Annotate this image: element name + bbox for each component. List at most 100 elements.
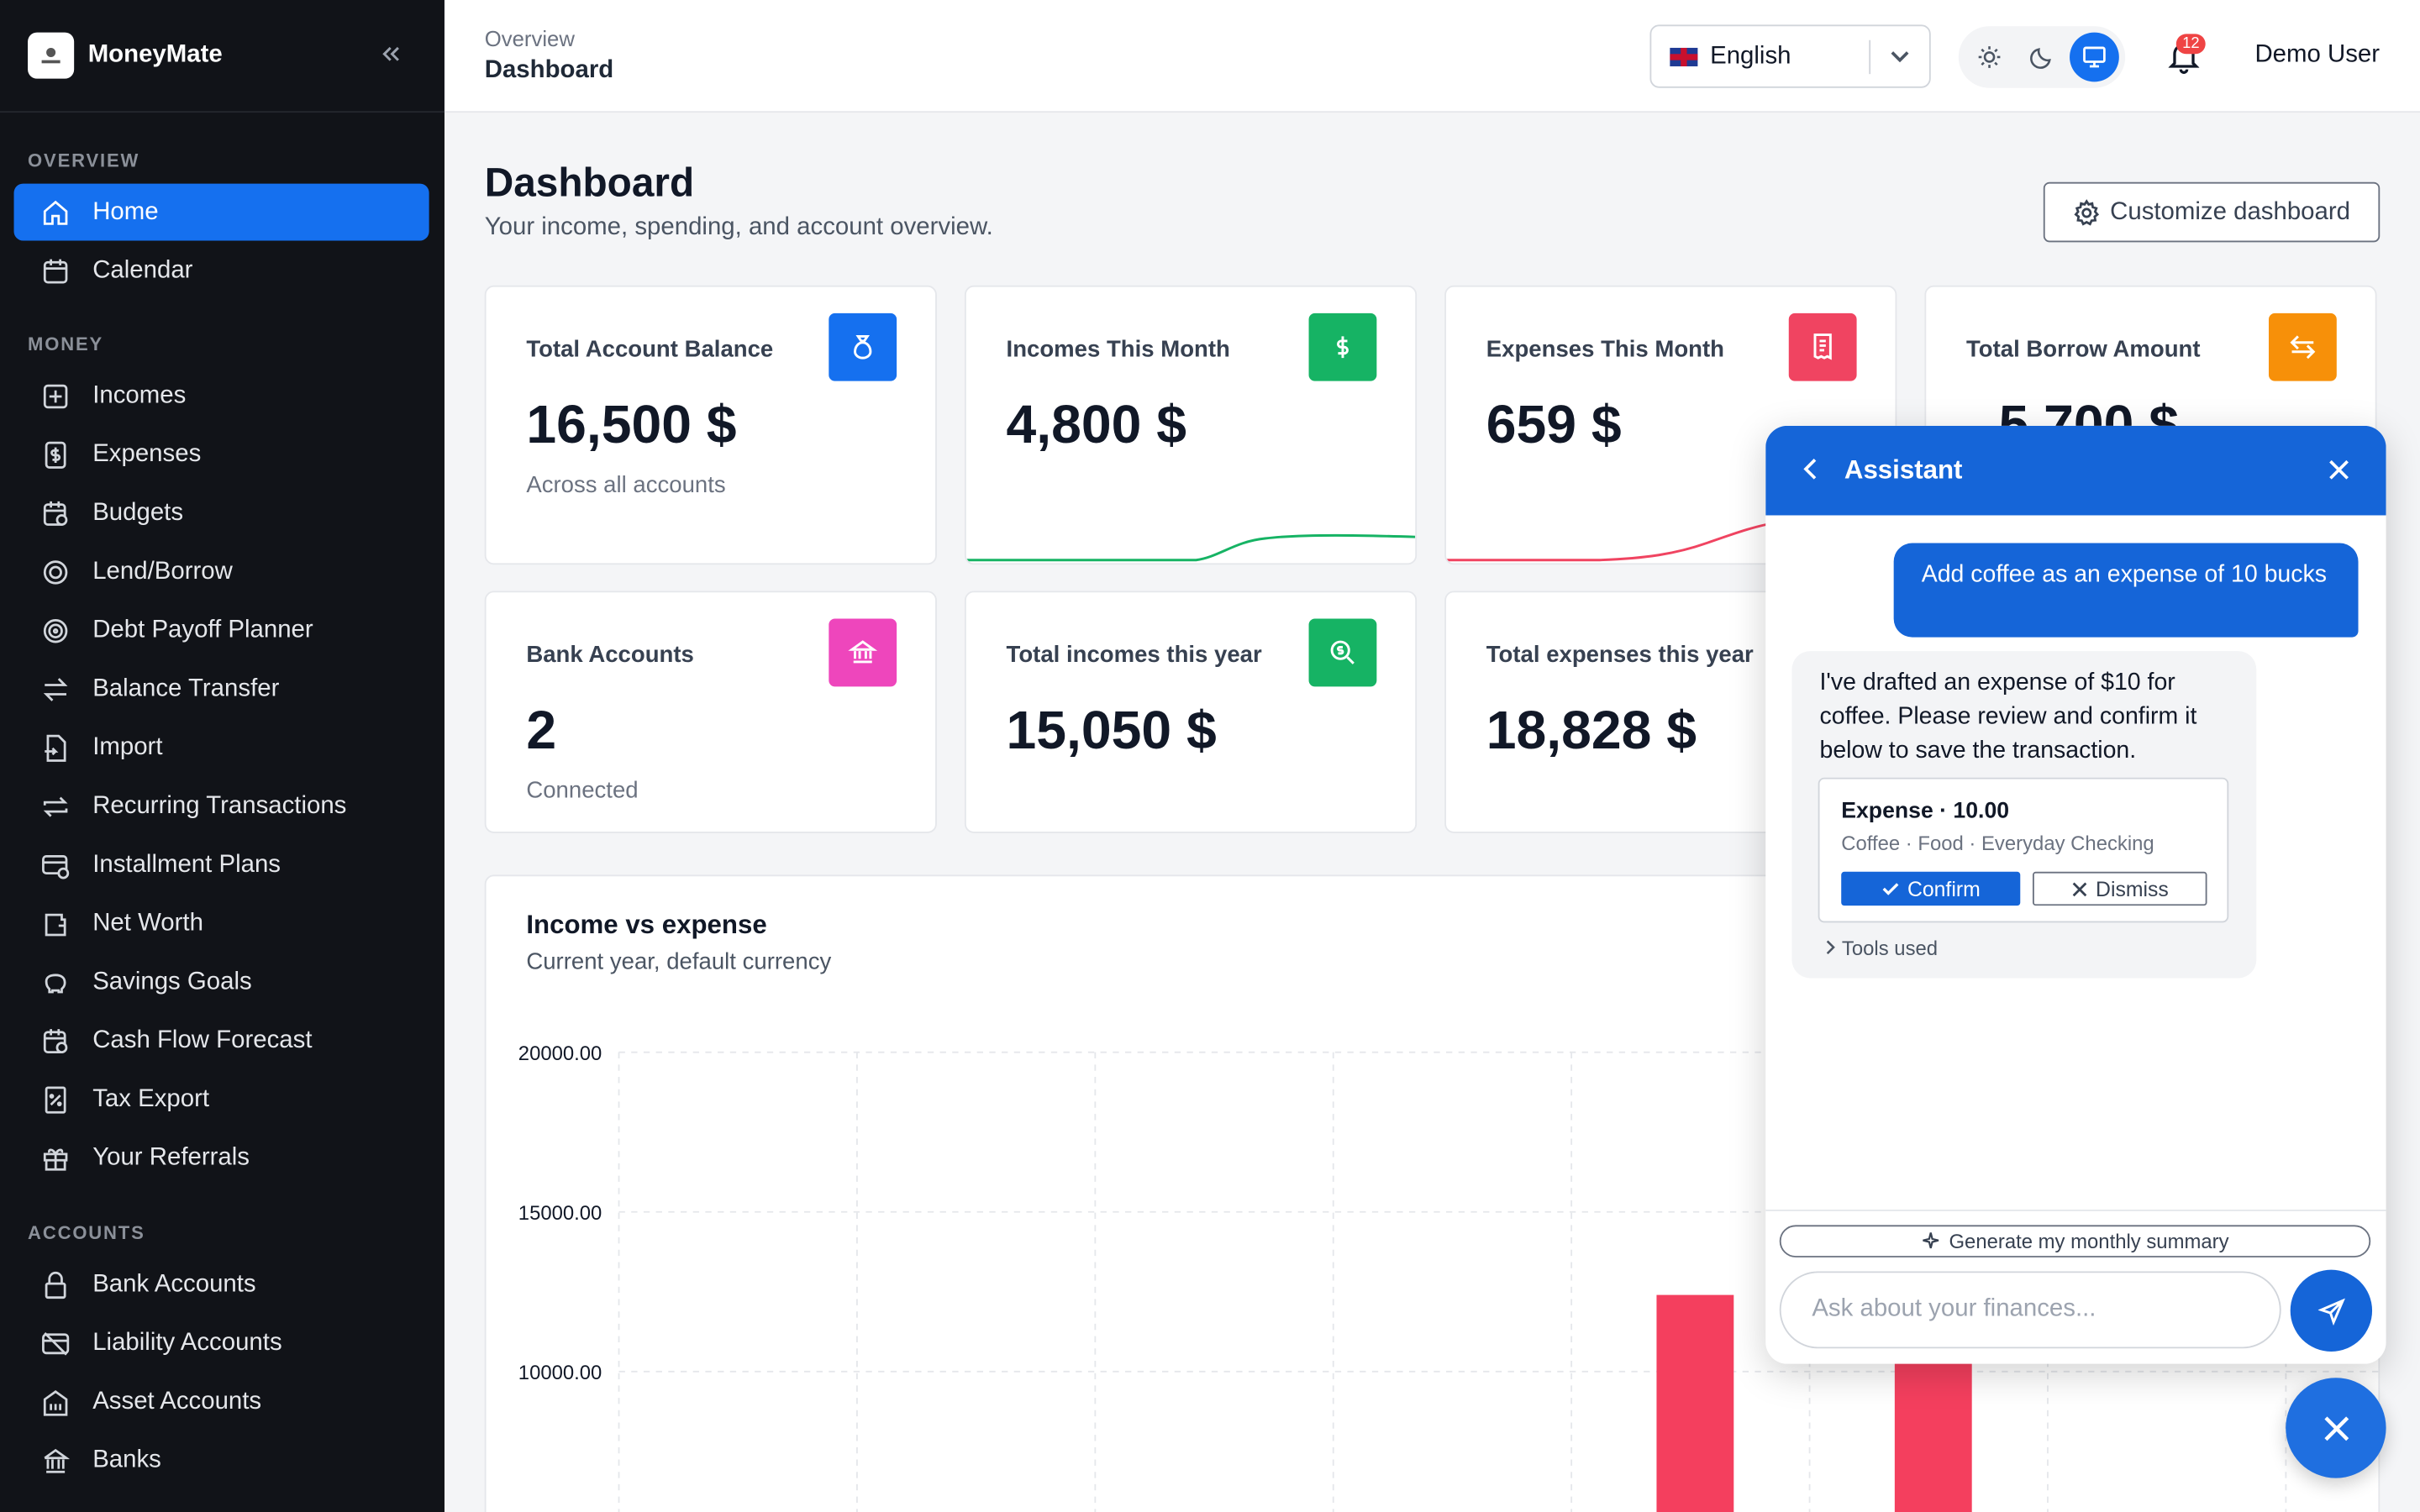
customize-dashboard-button[interactable]: Customize dashboard xyxy=(2043,181,2381,243)
app-name[interactable]: MoneyMate xyxy=(87,41,223,68)
sidebar-item-recurring-transactions[interactable]: Recurring Transactions xyxy=(14,778,429,835)
search-dollar-icon xyxy=(1308,618,1377,687)
card-title: Incomes This Month xyxy=(1006,336,1230,363)
assistant-header: Assistant xyxy=(1765,425,2386,516)
breadcrumb-parent[interactable]: Overview xyxy=(484,26,575,51)
dismiss-button[interactable]: Dismiss xyxy=(2032,871,2207,906)
receipt-icon xyxy=(1788,312,1857,381)
sidebar-item-lend-borrow[interactable]: Lend/Borrow xyxy=(14,543,429,601)
card-title: Expenses This Month xyxy=(1486,336,1725,363)
send-button[interactable] xyxy=(2290,1269,2373,1352)
transfer-icon xyxy=(2268,312,2337,381)
confirm-button[interactable]: Confirm xyxy=(1841,871,2021,906)
suggestion-chip[interactable]: Generate my monthly summary xyxy=(1779,1225,2371,1257)
notification-badge: 12 xyxy=(2175,34,2206,55)
sidebar-item-incomes[interactable]: Incomes xyxy=(14,367,429,424)
assistant-panel: Assistant Add coffee as an expense of 10… xyxy=(1765,425,2386,1364)
calendar-icon xyxy=(42,257,70,285)
stat-card-bank-accounts[interactable]: Bank Accounts 2 Connected xyxy=(484,591,937,833)
chevron-down-icon[interactable] xyxy=(1886,42,1913,77)
chart-subtitle: Current year, default currency xyxy=(526,948,832,975)
language-select[interactable]: English xyxy=(1649,24,1931,88)
tools-used-toggle[interactable]: Tools used xyxy=(1824,937,1938,959)
sidebar-item-label: Your Referrals xyxy=(92,1143,250,1171)
spiral-icon xyxy=(42,558,70,585)
section-title-money: MONEY xyxy=(28,333,104,355)
send-icon xyxy=(2317,1297,2345,1325)
assistant-title: Assistant xyxy=(1844,454,1963,485)
bank-icon xyxy=(829,618,897,687)
sidebar-item-tax-export[interactable]: Tax Export xyxy=(14,1071,429,1128)
topbar: Overview Dashboard English 12 Demo U xyxy=(444,0,2420,113)
card-off-icon xyxy=(42,1329,70,1357)
calendar-forecast-icon xyxy=(42,1026,70,1054)
customize-dashboard-label: Customize dashboard xyxy=(2110,198,2350,225)
draft-title: Expense · 10.00 xyxy=(1841,799,2010,824)
stat-card-total-account-balance[interactable]: Total Account Balance 16,500 $ Across al… xyxy=(484,285,937,565)
money-bag-icon xyxy=(829,312,897,381)
lock-bank-icon xyxy=(42,1271,70,1299)
card-title: Bank Accounts xyxy=(526,642,694,669)
expense-sparkline xyxy=(1446,522,1776,562)
sidebar-item-label: Net Worth xyxy=(92,909,203,936)
sparkles-icon xyxy=(1922,1232,1939,1249)
sidebar-item-asset-accounts[interactable]: Asset Accounts xyxy=(14,1373,429,1431)
sidebar-item-bank-accounts[interactable]: Bank Accounts xyxy=(14,1256,429,1313)
sidebar-item-balance-transfer[interactable]: Balance Transfer xyxy=(14,660,429,717)
sidebar-item-your-referrals[interactable]: Your Referrals xyxy=(14,1129,429,1186)
sidebar-item-label: Debt Payoff Planner xyxy=(92,616,313,643)
app-logo[interactable] xyxy=(28,32,75,79)
y-tick-label: 20000.00 xyxy=(518,1042,602,1065)
repeat-icon xyxy=(42,792,70,820)
language-divider xyxy=(1869,39,1871,75)
dollar-square-icon xyxy=(42,440,70,468)
dollar-icon xyxy=(1308,312,1377,381)
sidebar-item-net-worth[interactable]: Net Worth xyxy=(14,895,429,952)
card-clock-icon xyxy=(42,851,70,879)
double-chevron-left-icon[interactable] xyxy=(376,40,404,76)
monitor-icon[interactable] xyxy=(2070,32,2119,82)
check-icon xyxy=(1882,883,1899,895)
assistant-toggle-button[interactable] xyxy=(2286,1378,2386,1478)
sidebar-item-expenses[interactable]: Expenses xyxy=(14,426,429,483)
sidebar-item-label: Calendar xyxy=(92,256,193,284)
sidebar-item-import[interactable]: Import xyxy=(14,719,429,776)
transfer-icon xyxy=(42,675,70,703)
language-label: English xyxy=(1710,42,1791,69)
sidebar-item-calendar[interactable]: Calendar xyxy=(14,242,429,299)
sidebar-item-label: Installment Plans xyxy=(92,850,281,878)
sidebar-item-debt-payoff-planner[interactable]: Debt Payoff Planner xyxy=(14,601,429,659)
sidebar-item-budgets[interactable]: Budgets xyxy=(14,485,429,542)
stat-card-incomes-this-month[interactable]: Incomes This Month 4,800 $ xyxy=(964,285,1418,565)
gear-icon xyxy=(2074,198,2100,225)
user-menu[interactable]: Demo User xyxy=(2254,41,2381,68)
chart-bar[interactable] xyxy=(1656,1294,1734,1512)
sidebar-item-label: Savings Goals xyxy=(92,968,252,995)
breadcrumb-current: Dashboard xyxy=(484,56,614,84)
sidebar-item-installment-plans[interactable]: Installment Plans xyxy=(14,837,429,894)
sidebar-item-savings-goals[interactable]: Savings Goals xyxy=(14,953,429,1011)
sidebar-item-label: Lend/Borrow xyxy=(92,557,233,585)
stat-card-total-incomes-this-year[interactable]: Total incomes this year 15,050 $ xyxy=(964,591,1418,833)
sidebar-item-label: Budgets xyxy=(92,499,184,526)
sidebar-item-liability-accounts[interactable]: Liability Accounts xyxy=(14,1315,429,1372)
suggestion-label: Generate my monthly summary xyxy=(1949,1229,2229,1253)
draft-transaction-card: Expense · 10.00 Coffee · Food · Everyday… xyxy=(1818,777,2229,923)
card-value: 2 xyxy=(526,700,557,761)
sidebar-item-banks[interactable]: Banks xyxy=(14,1431,429,1488)
sun-icon[interactable] xyxy=(1965,33,2014,82)
sidebar-item-home[interactable]: Home xyxy=(13,183,429,241)
bank-icon xyxy=(42,1446,70,1474)
close-icon[interactable] xyxy=(2326,457,2352,491)
y-tick-label: 15000.00 xyxy=(518,1202,602,1225)
sidebar-item-label: Liability Accounts xyxy=(92,1329,282,1356)
assistant-input[interactable] xyxy=(1779,1271,2281,1349)
card-value: 4,800 $ xyxy=(1006,395,1187,455)
user-message: Add coffee as an expense of 10 bucks xyxy=(1893,543,2359,638)
chevron-left-icon[interactable] xyxy=(1800,455,1824,491)
home-icon xyxy=(42,198,70,226)
chart-title: Income vs expense xyxy=(526,910,767,940)
sidebar-item-cash-flow-forecast[interactable]: Cash Flow Forecast xyxy=(14,1012,429,1069)
moon-icon[interactable] xyxy=(2018,33,2067,82)
card-value: 659 $ xyxy=(1486,395,1622,455)
